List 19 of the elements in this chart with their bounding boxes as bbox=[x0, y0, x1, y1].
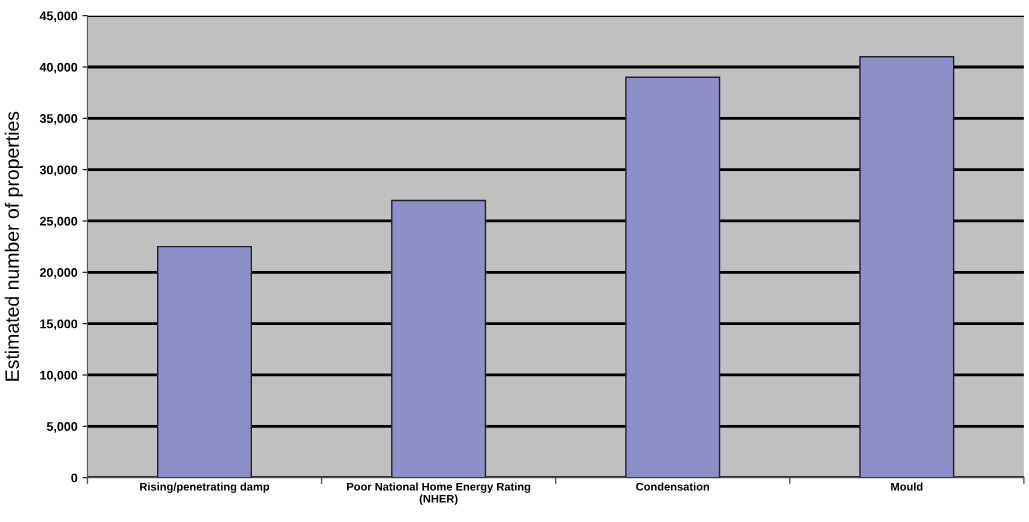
y-tick-label: 10,000 bbox=[40, 370, 78, 382]
y-tick-label: 15,000 bbox=[40, 319, 78, 331]
y-tick-label: 35,000 bbox=[39, 114, 78, 125]
y-tick-label: 25,000 bbox=[39, 216, 78, 228]
y-tick-label: 45,000 bbox=[39, 11, 78, 23]
x-tick-label: Condensation bbox=[636, 482, 710, 491]
bar bbox=[859, 56, 955, 478]
y-tick-label: 20,000 bbox=[39, 268, 78, 279]
y-tick-label: 0 bbox=[71, 473, 78, 483]
bar bbox=[625, 76, 721, 478]
bar bbox=[391, 199, 487, 478]
x-tick-label: Rising/penetrating damp bbox=[140, 482, 270, 493]
y-tick-label: 5,000 bbox=[46, 422, 78, 433]
y-tick-label: 40,000 bbox=[39, 62, 78, 74]
y-tick-label: 30,000 bbox=[39, 165, 78, 177]
bar bbox=[156, 245, 253, 478]
x-tick-label: Poor National Home Energy Rating (NHER) bbox=[347, 482, 531, 505]
y-axis-title: Estimated number of properties bbox=[4, 111, 23, 381]
x-tick-label: Mould bbox=[891, 482, 923, 491]
